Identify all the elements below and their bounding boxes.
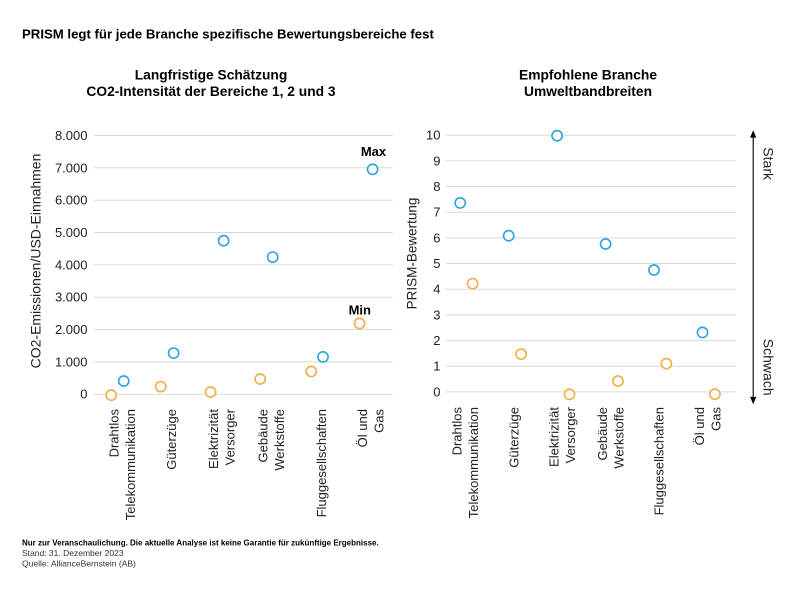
svg-text:7.000: 7.000 <box>55 160 88 175</box>
svg-text:0: 0 <box>433 384 440 399</box>
svg-text:Öl und: Öl und <box>355 409 370 447</box>
svg-text:1: 1 <box>433 359 440 374</box>
svg-text:Gebäude: Gebäude <box>255 409 270 463</box>
svg-text:6.000: 6.000 <box>55 193 88 208</box>
svg-text:Fluggesellschaften: Fluggesellschaften <box>652 407 667 515</box>
svg-text:CO2-Emissionen/USD-Einnahmen: CO2-Emissionen/USD-Einnahmen <box>28 154 44 369</box>
svg-text:Gas: Gas <box>708 407 723 431</box>
svg-text:7: 7 <box>433 205 440 220</box>
svg-text:Elektrizität: Elektrizität <box>206 409 221 469</box>
svg-text:Telekommunikation: Telekommunikation <box>466 407 481 518</box>
svg-text:Empfohlene Branche: Empfohlene Branche <box>519 68 657 83</box>
svg-text:Min: Min <box>349 303 371 318</box>
svg-text:Quelle: AllianceBernstein (AB): Quelle: AllianceBernstein (AB) <box>22 559 136 569</box>
svg-text:Nur zur Veranschaulichung. Die: Nur zur Veranschaulichung. Die aktuelle … <box>22 539 379 548</box>
svg-text:Schwach: Schwach <box>761 339 777 396</box>
svg-text:2.000: 2.000 <box>55 322 88 337</box>
svg-text:Güterzüge: Güterzüge <box>506 407 521 468</box>
svg-text:2: 2 <box>433 333 440 348</box>
svg-text:Drahtlos: Drahtlos <box>450 407 465 456</box>
svg-text:10: 10 <box>426 128 440 143</box>
svg-text:Gebäude: Gebäude <box>595 407 610 461</box>
svg-text:Drahtlos: Drahtlos <box>106 409 121 458</box>
svg-text:8: 8 <box>433 179 440 194</box>
svg-text:3: 3 <box>433 307 440 322</box>
svg-text:PRISM legt für jede Branche sp: PRISM legt für jede Branche spezifische … <box>22 27 434 42</box>
svg-text:Stand: 31. Dezember 2023: Stand: 31. Dezember 2023 <box>22 548 124 558</box>
svg-text:Werkstoffe: Werkstoffe <box>272 409 287 471</box>
svg-text:Werkstoffe: Werkstoffe <box>612 407 627 469</box>
svg-text:Güterzüge: Güterzüge <box>164 409 179 470</box>
svg-text:Versorger: Versorger <box>222 408 237 465</box>
svg-text:Elektrizität: Elektrizität <box>547 407 562 467</box>
svg-text:0: 0 <box>80 387 87 402</box>
svg-text:3.000: 3.000 <box>55 290 88 305</box>
svg-text:Telekommunikation: Telekommunikation <box>123 409 138 520</box>
svg-text:Versorger: Versorger <box>563 406 578 463</box>
svg-text:8.000: 8.000 <box>55 128 88 143</box>
svg-text:6: 6 <box>433 230 440 245</box>
svg-text:CO2-Intensität der Bereiche 1,: CO2-Intensität der Bereiche 1, 2 und 3 <box>86 84 336 99</box>
svg-text:Max: Max <box>361 144 387 159</box>
svg-text:1.000: 1.000 <box>55 354 88 369</box>
svg-text:PRISM-Bewertung: PRISM-Bewertung <box>405 198 420 310</box>
svg-text:9: 9 <box>433 153 440 168</box>
svg-text:Stark: Stark <box>761 147 777 181</box>
svg-text:Langfristige Schätzung: Langfristige Schätzung <box>135 68 288 83</box>
svg-text:5: 5 <box>433 256 440 271</box>
svg-text:Fluggesellschaften: Fluggesellschaften <box>314 409 329 517</box>
svg-text:4.000: 4.000 <box>55 257 88 272</box>
svg-text:5.000: 5.000 <box>55 225 88 240</box>
svg-text:Umweltbandbreiten: Umweltbandbreiten <box>524 84 652 99</box>
svg-text:4: 4 <box>433 282 440 297</box>
svg-text:Gas: Gas <box>371 409 386 433</box>
svg-text:Öl und: Öl und <box>692 407 707 445</box>
